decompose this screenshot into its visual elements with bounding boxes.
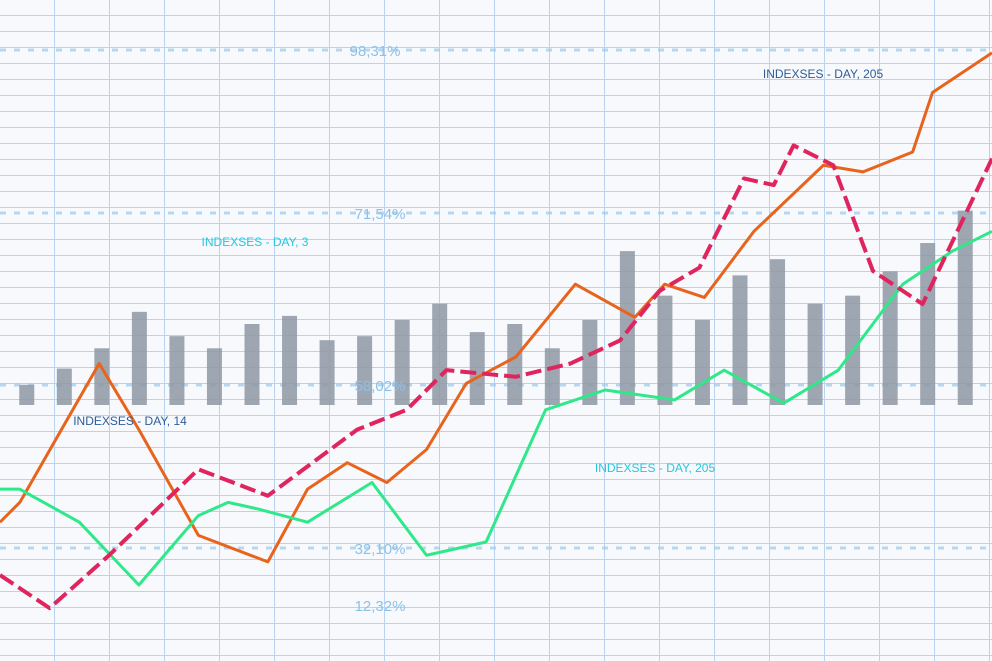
annotation: INDEXSES - DAY, 3 [202,235,309,249]
bar [282,315,298,405]
annotation: 12,32% [355,598,406,615]
bar [19,384,35,405]
bar [394,319,410,405]
annotation: INDEXSES - DAY, 14 [73,414,187,428]
decor-bands [0,48,992,550]
line-series [0,51,992,564]
bar [244,324,260,405]
annotation: 71,54% [355,206,406,223]
bar [94,348,110,405]
bar [770,259,786,405]
bar [469,332,485,405]
bar [507,324,523,405]
bar [432,303,448,405]
annotation: INDEXSES - DAY, 205 [595,461,716,475]
bar [56,368,72,405]
line-series [0,230,992,587]
bar [319,340,335,405]
annotation: 98,31% [350,43,401,60]
annotation: 58,02% [355,378,406,395]
bar [657,295,673,405]
bar [694,319,710,405]
bar [957,210,973,405]
bar [206,348,222,405]
annotation: INDEXSES - DAY, 205 [763,67,884,81]
bar [357,336,373,405]
bar [169,336,185,405]
bar [882,271,898,405]
line-series [0,143,992,611]
bar [807,303,823,405]
bar [544,348,560,405]
bar [732,275,748,405]
annotation: 32,10% [355,541,406,558]
bar [131,311,147,405]
bar [582,319,598,405]
